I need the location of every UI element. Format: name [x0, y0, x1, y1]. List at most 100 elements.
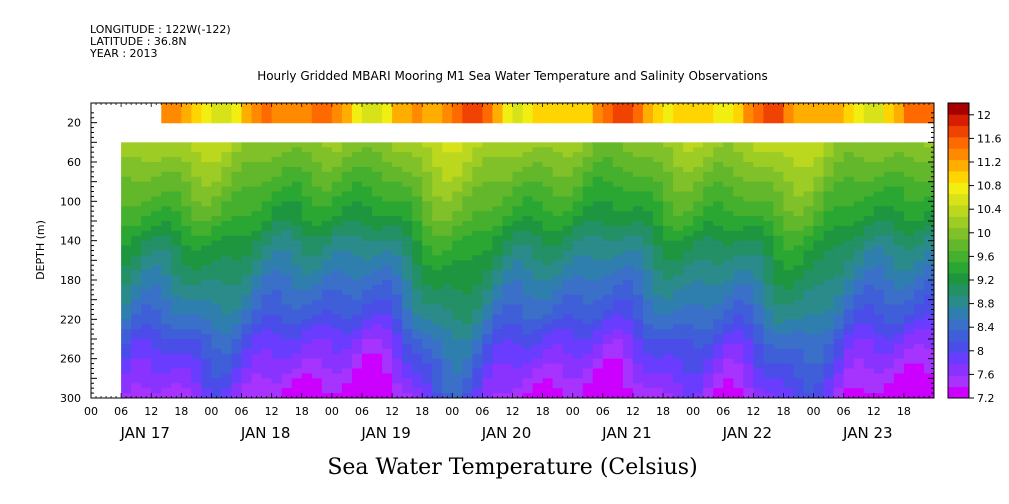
heatmap-cell — [723, 270, 734, 276]
heatmap-cell — [171, 103, 182, 124]
heatmap-cell — [472, 147, 483, 153]
heatmap-cell — [351, 216, 363, 222]
heatmap-cell — [422, 270, 433, 276]
heatmap-cell — [833, 186, 845, 193]
heatmap-cell — [632, 270, 644, 276]
heatmap-cell — [502, 142, 514, 148]
heatmap-cell — [201, 235, 213, 242]
heatmap-cell — [683, 171, 694, 178]
heatmap-cell — [452, 201, 463, 207]
heatmap-cell — [823, 299, 835, 306]
heatmap-cell — [773, 368, 785, 375]
heatmap-cell — [893, 171, 905, 178]
heatmap-cell — [833, 299, 845, 306]
heatmap-cell — [211, 225, 223, 232]
heatmap-cell — [261, 225, 273, 232]
colorbar-swatch — [948, 352, 969, 365]
heatmap-cell — [532, 265, 544, 271]
heatmap-cell — [291, 147, 303, 153]
heatmap-cell — [131, 383, 142, 389]
heatmap-cell — [251, 103, 263, 124]
heatmap-cell — [733, 319, 744, 325]
heatmap-cell — [251, 176, 263, 183]
heatmap-cell — [361, 250, 373, 257]
heatmap-cell — [532, 294, 544, 301]
heatmap-cell — [632, 162, 644, 168]
heatmap-cell — [151, 324, 162, 330]
heatmap-cell — [271, 309, 283, 316]
heatmap-cell — [131, 260, 142, 266]
heatmap-cell — [552, 225, 564, 232]
heatmap-cell — [261, 166, 273, 173]
heatmap-cell — [903, 166, 915, 173]
heatmap-cell — [522, 299, 534, 306]
heatmap-cell — [452, 314, 463, 320]
heatmap-cell — [251, 152, 263, 158]
heatmap-cell — [171, 245, 182, 252]
heatmap-cell — [723, 358, 734, 365]
heatmap-cell — [863, 196, 875, 202]
heatmap-cell — [241, 152, 253, 158]
heatmap-cell — [803, 245, 815, 252]
heatmap-cell — [572, 171, 584, 178]
heatmap-cell — [532, 309, 544, 316]
heatmap-cell — [522, 343, 534, 350]
heatmap-cell — [713, 314, 724, 320]
heatmap-cell — [351, 196, 363, 202]
heatmap-cell — [452, 162, 463, 168]
heatmap-cell — [251, 275, 263, 281]
heatmap-cell — [552, 275, 564, 281]
heatmap-cell — [552, 260, 564, 266]
heatmap-cell — [602, 147, 614, 153]
heatmap-cell — [301, 260, 313, 266]
heatmap-cell — [311, 225, 323, 232]
heatmap-cell — [231, 221, 243, 227]
heatmap-cell — [683, 358, 694, 365]
heatmap-cell — [903, 348, 915, 355]
heatmap-cell — [893, 176, 905, 183]
heatmap-cell — [813, 393, 825, 398]
heatmap-cell — [673, 166, 684, 173]
heatmap-cell — [341, 363, 353, 370]
heatmap-cell — [542, 299, 554, 306]
heatmap-cell — [241, 186, 253, 193]
heatmap-cell — [653, 265, 664, 271]
heatmap-cell — [512, 196, 524, 202]
heatmap-cell — [171, 329, 182, 335]
heatmap-cell — [392, 176, 403, 183]
heatmap-cell — [532, 363, 544, 370]
heatmap-cell — [191, 196, 202, 202]
heatmap-cell — [632, 324, 644, 330]
heatmap-cell — [562, 289, 574, 296]
heatmap-cell — [251, 373, 263, 379]
heatmap-cell — [191, 206, 202, 212]
heatmap-cell — [482, 343, 494, 350]
heatmap-cell — [522, 250, 534, 257]
heatmap-cell — [883, 265, 895, 271]
heatmap-cell — [602, 358, 614, 365]
heatmap-cell — [903, 147, 915, 153]
heatmap-cell — [301, 275, 313, 281]
heatmap-cell — [361, 245, 373, 252]
heatmap-cell — [291, 255, 303, 261]
heatmap-cell — [462, 240, 473, 247]
heatmap-cell — [281, 363, 293, 370]
heatmap-cell — [412, 216, 423, 222]
heatmap-cell — [753, 373, 764, 379]
heatmap-cell — [582, 225, 594, 232]
heatmap-cell — [271, 280, 283, 286]
heatmap-cell — [723, 211, 734, 217]
heatmap-cell — [542, 176, 554, 183]
heatmap-cell — [361, 240, 373, 247]
heatmap-cell — [361, 353, 373, 360]
heatmap-cell — [572, 152, 584, 158]
heatmap-cell — [793, 275, 805, 281]
heatmap-cell — [341, 284, 353, 291]
heatmap-cell — [572, 250, 584, 257]
heatmap-cell — [341, 147, 353, 153]
heatmap-cell — [321, 358, 333, 365]
heatmap-cell — [693, 329, 704, 335]
heatmap-cell — [221, 363, 233, 370]
heatmap-cell — [733, 348, 744, 355]
heatmap-cell — [653, 255, 664, 261]
